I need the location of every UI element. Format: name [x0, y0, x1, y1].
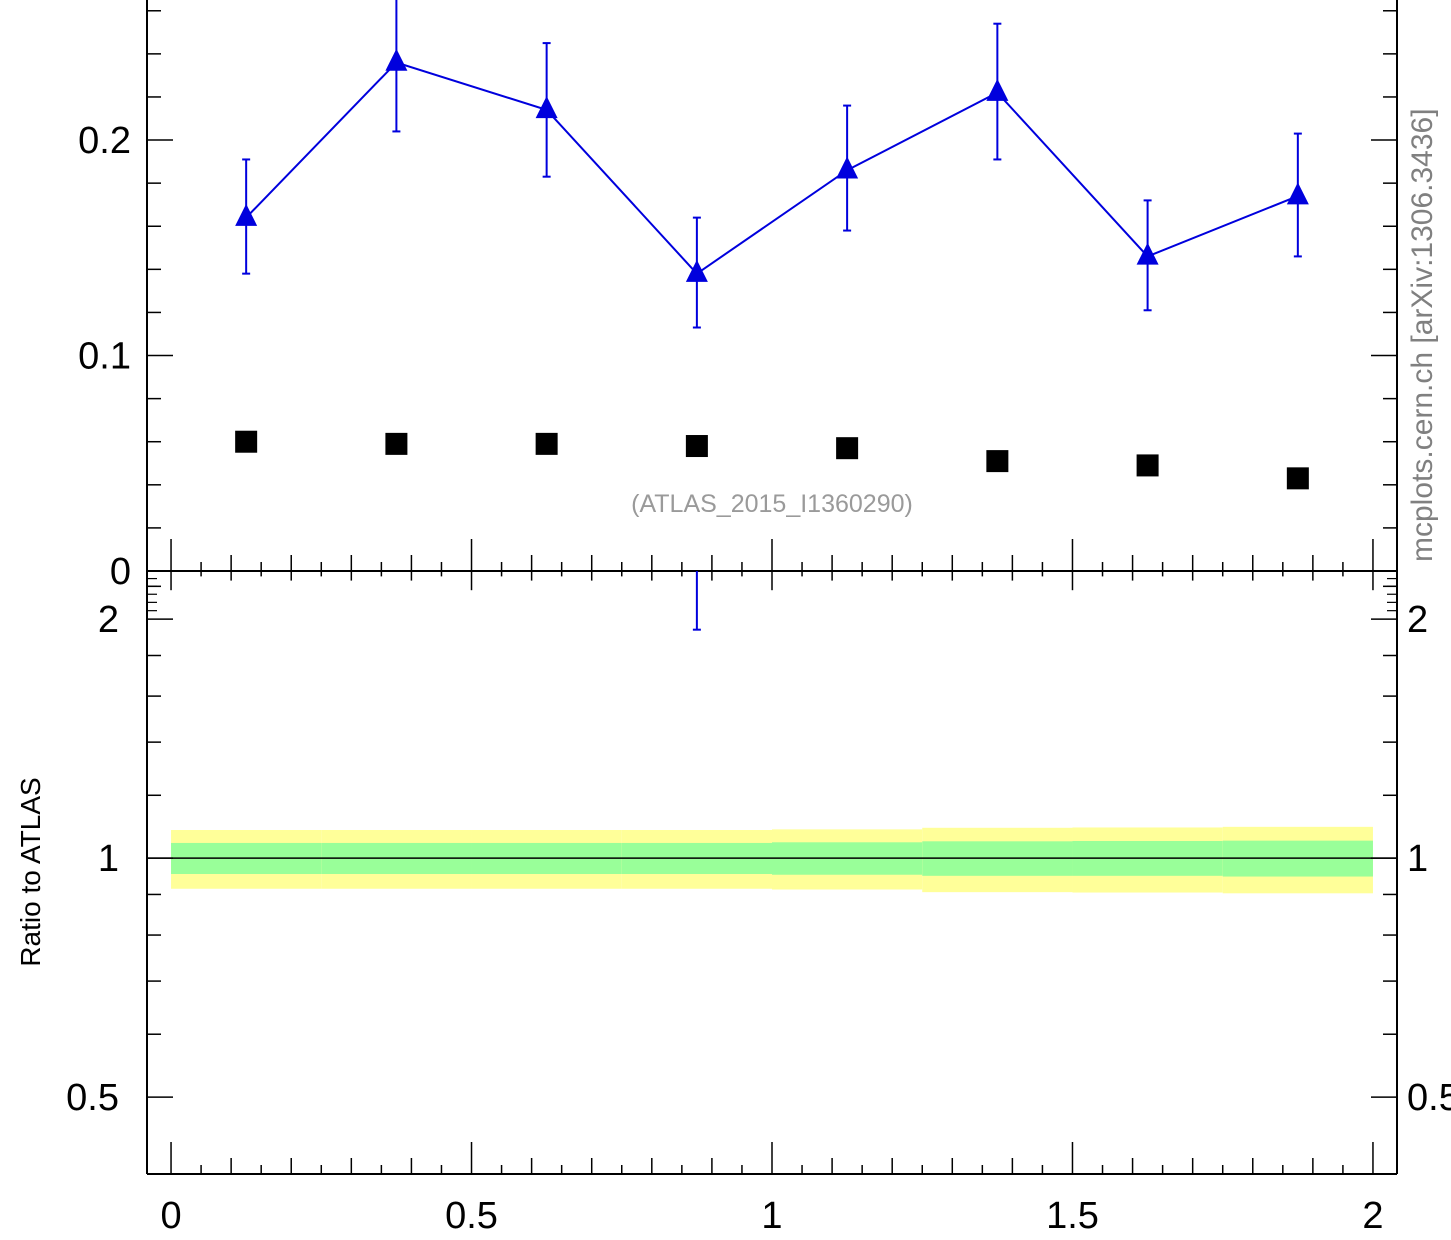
- ratio-y-tick-label: 1: [98, 838, 119, 880]
- main-y-tick-label: 0.2: [78, 120, 131, 162]
- ratio-y-tick-label: 2: [98, 599, 119, 641]
- series-0-line: [245, 61, 1299, 275]
- ratio-panel-series: [675, 542, 719, 631]
- labels: 0 0.1 0.2 0 0.5 1 1.5 2 0.5 0.5 1 1 2 2 (ATLAS_2015_I1…: [15, 108, 1451, 1237]
- series-1-point: [1286, 467, 1309, 490]
- series-0-point: [836, 156, 859, 179]
- ratio-series-0-segment-left: [675, 542, 697, 562]
- axes: [146, 0, 1398, 1175]
- main-panel-series: [235, 0, 1309, 490]
- series-1-point: [986, 450, 1009, 473]
- x-tick-label: 0.5: [445, 1195, 498, 1237]
- series-0-point: [1136, 242, 1159, 265]
- x-tick-label: 2: [1362, 1195, 1383, 1237]
- x-tick-label: 1: [761, 1195, 782, 1237]
- series-0-point: [986, 78, 1009, 101]
- series-1-point: [235, 430, 258, 453]
- x-tick-label: 0: [160, 1195, 181, 1237]
- ratio-y-tick-label-right: 2: [1407, 599, 1428, 641]
- ratio-y-axis-label: Ratio to ATLAS: [15, 777, 46, 966]
- reference-analysis-label: (ATLAS_2015_I1360290): [631, 490, 913, 518]
- main-y-tick-label: 0: [110, 551, 131, 593]
- series-1-point: [385, 432, 408, 455]
- series-0-point: [685, 259, 708, 282]
- ratio-series-0-point: [686, 548, 708, 570]
- x-tick-label: 1.5: [1046, 1195, 1099, 1237]
- ratio-series-0-segment-right: [697, 542, 719, 562]
- ratio-y-tick-label: 0.5: [66, 1077, 119, 1119]
- series-0-point: [1286, 182, 1309, 205]
- main-y-tick-label: 0.1: [78, 336, 131, 378]
- series-1-point: [685, 435, 708, 458]
- series-1-point: [535, 432, 558, 455]
- series-1-point: [1136, 454, 1159, 477]
- ratio-uncertainty-bands: [147, 826, 1397, 894]
- mcplots-watermark: mcplots.cern.ch [arXiv:1306.3436]: [1406, 108, 1439, 562]
- ratio-y-tick-label-right: 1: [1407, 838, 1428, 880]
- series-1-point: [836, 437, 859, 460]
- series-0-point: [385, 48, 408, 71]
- series-0-point: [235, 203, 258, 226]
- ratio-y-tick-label-right: 0.5: [1407, 1077, 1451, 1119]
- series-0-point: [535, 96, 558, 119]
